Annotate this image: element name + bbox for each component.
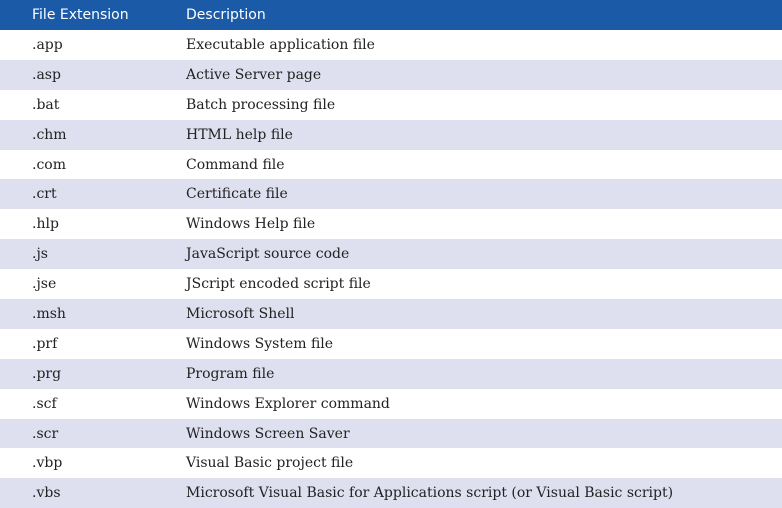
table-row: .msh Microsoft Shell [0, 299, 782, 329]
table-header: File Extension Description [0, 0, 782, 30]
extension-cell: .asp [0, 59, 186, 90]
description-cell: Windows Help file [186, 216, 316, 233]
description-cell: JScript encoded script file [186, 276, 371, 293]
description-cell: Batch processing file [186, 96, 336, 113]
extension-cell: .scr [0, 418, 186, 449]
table-row: .prf Windows System file [0, 329, 782, 359]
extension-cell: .msh [0, 299, 186, 329]
table-row: .scf Windows Explorer command [0, 389, 782, 419]
table-row: .hlp Windows Help file [0, 209, 782, 239]
extension-cell: .js [0, 239, 186, 270]
extension-cell: .prg [0, 358, 186, 389]
extension-cell: .prf [32, 335, 58, 352]
table-row: .com Command file [0, 150, 782, 180]
extension-cell: .hlp [32, 216, 59, 233]
header-cell: Description [186, 0, 782, 30]
description-cell: HTML help file [186, 119, 782, 150]
description-cell: Windows Screen Saver [186, 418, 782, 449]
table-row: .crt Certificate file [0, 179, 782, 210]
extension-cell: .com [32, 156, 66, 173]
extension-cell: .app [32, 36, 63, 53]
description-cell: Command file [186, 156, 285, 173]
table-row: .chm HTML help file [0, 119, 782, 150]
description-cell: Certificate file [186, 179, 782, 210]
description-cell: Windows Explorer command [186, 395, 390, 412]
description-cell: Microsoft Visual Basic for Applications … [186, 478, 782, 508]
header-cell: File Extension [0, 0, 186, 30]
table-row: .scr Windows Screen Saver [0, 418, 782, 449]
description-cell: Visual Basic project file [186, 455, 354, 472]
extension-cell: .scf [32, 395, 57, 412]
table-body: .app Executable application file .asp Activ… [0, 30, 782, 508]
extension-cell: .crt [0, 179, 186, 210]
table-row: .jse JScript encoded script file [0, 269, 782, 299]
description-cell: Active Server page [186, 59, 782, 90]
table-row: .prg Program file [0, 358, 782, 389]
extension-cell: .jse [32, 276, 57, 293]
description-cell: Windows System file [186, 335, 334, 352]
extension-cell: .chm [0, 119, 186, 150]
table-row: .app Executable application file [0, 30, 782, 60]
extension-cell: .bat [32, 96, 60, 113]
description-cell: Executable application file [186, 36, 375, 53]
header-row: File Extension Description [0, 0, 782, 30]
description-cell: JavaScript source code [186, 239, 782, 270]
table-row: .js JavaScript source code [0, 239, 782, 270]
table-row: .vbs Microsoft Visual Basic for Applicati… [0, 478, 782, 508]
table-row: .vbp Visual Basic project file [0, 448, 782, 478]
description-cell: Program file [186, 358, 782, 389]
extension-cell: .vbs [0, 478, 186, 508]
table-row: .bat Batch processing file [0, 90, 782, 120]
table-row: .asp Active Server page [0, 59, 782, 90]
description-cell: Microsoft Shell [186, 299, 782, 329]
extension-cell: .vbp [32, 455, 63, 472]
